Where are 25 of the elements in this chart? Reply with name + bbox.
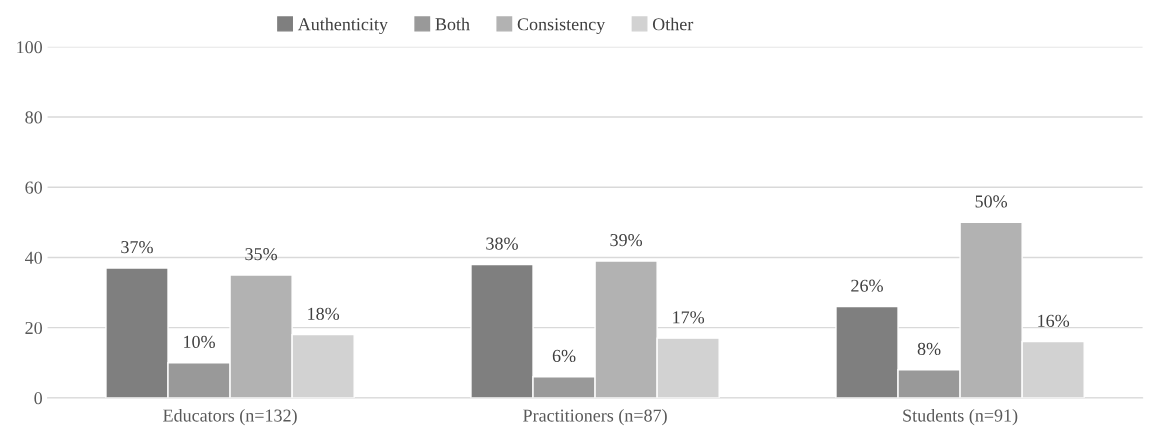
legend-label: Both [435, 17, 470, 31]
y-tick-label: 0 [34, 392, 43, 405]
legend-label: Authenticity [297, 17, 388, 35]
y-tick-label: 20 [25, 321, 43, 335]
data-label: 6% [552, 349, 576, 363]
data-label: 50% [975, 195, 1008, 208]
y-tick-label: 100 [17, 41, 43, 54]
x-tick-label: Students (n=91) [903, 408, 1018, 426]
x-tick-label: Practitioners (n=87) [523, 408, 667, 426]
data-label: 35% [245, 248, 278, 261]
data-label: 37% [121, 241, 153, 254]
data-label: 39% [610, 233, 643, 247]
legend-label: Consistency [517, 18, 606, 35]
data-label: 17% [673, 311, 705, 324]
data-label: 8% [917, 342, 941, 356]
data-label: 26% [851, 279, 883, 292]
data-label: 18% [308, 307, 340, 320]
data-label: 16% [1038, 314, 1070, 327]
x-tick-label: Educators (n=132) [163, 408, 297, 426]
data-label: 10% [184, 335, 215, 349]
y-tick-label: 80 [25, 111, 43, 124]
data-label: 38% [486, 237, 518, 250]
y-tick-label: 60 [25, 181, 43, 194]
y-tick-label: 40 [25, 251, 43, 264]
legend-label: Other [652, 17, 694, 31]
